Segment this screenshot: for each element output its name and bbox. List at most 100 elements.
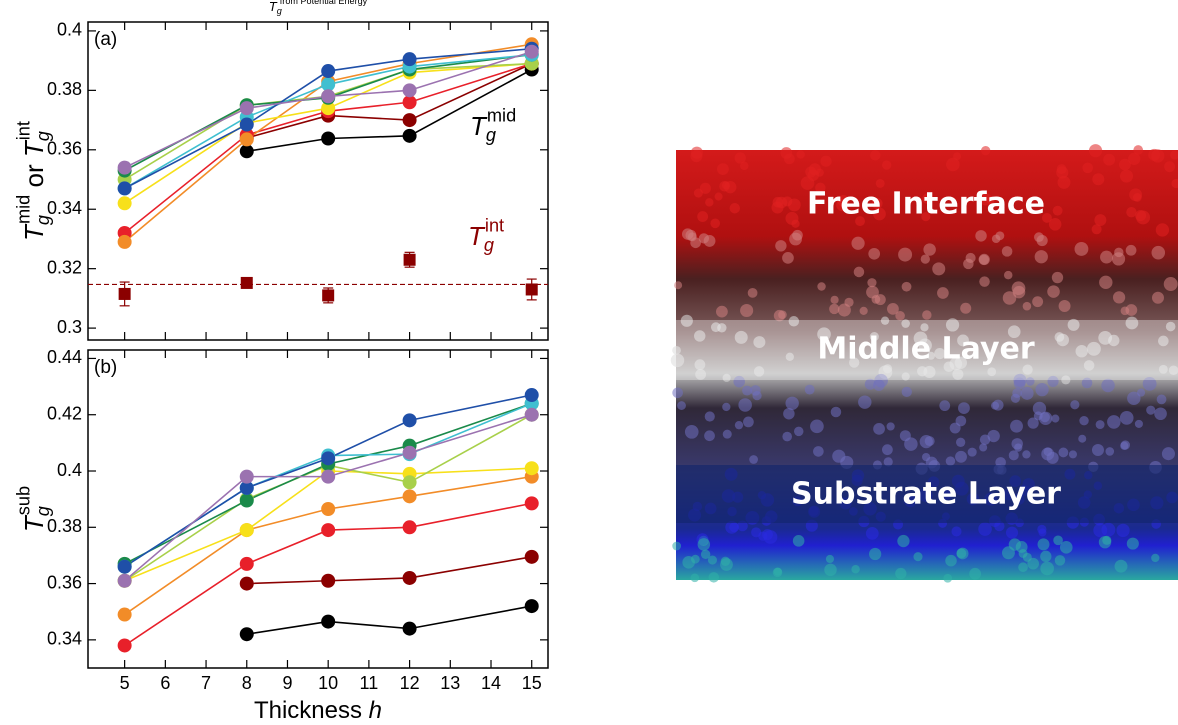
bead bbox=[1006, 527, 1018, 539]
layer-label: Substrate Layer bbox=[791, 477, 1061, 512]
point bbox=[525, 45, 539, 59]
bead bbox=[867, 278, 876, 287]
bead bbox=[1078, 435, 1086, 443]
bead bbox=[946, 456, 955, 465]
point bbox=[525, 388, 539, 402]
point bbox=[118, 181, 132, 195]
point bbox=[525, 550, 539, 564]
bead bbox=[1055, 555, 1066, 566]
bead bbox=[951, 526, 961, 536]
x-tick-label: 8 bbox=[242, 673, 252, 693]
bead bbox=[1058, 176, 1071, 189]
point bbox=[403, 83, 417, 97]
bead bbox=[895, 311, 905, 321]
x-tick-label: 15 bbox=[522, 673, 542, 693]
bead bbox=[831, 296, 839, 304]
bead bbox=[873, 423, 885, 435]
point bbox=[403, 52, 417, 66]
bead bbox=[860, 307, 868, 315]
bead bbox=[710, 219, 720, 229]
point bbox=[403, 129, 417, 143]
bead bbox=[869, 548, 881, 560]
bead bbox=[1120, 411, 1134, 425]
y-tick-label: 0.38 bbox=[47, 516, 82, 536]
x-tick-label: 13 bbox=[440, 673, 460, 693]
bead bbox=[923, 243, 935, 255]
bead bbox=[820, 156, 831, 167]
bead bbox=[975, 230, 986, 241]
bead bbox=[826, 555, 834, 563]
bead bbox=[1060, 541, 1073, 554]
bead bbox=[690, 573, 699, 582]
bead bbox=[956, 438, 965, 447]
x-tick-label: 6 bbox=[160, 673, 170, 693]
point bbox=[241, 277, 253, 289]
bead bbox=[1041, 448, 1054, 461]
bead bbox=[1089, 144, 1102, 157]
bead bbox=[1082, 163, 1093, 174]
bead bbox=[717, 163, 729, 175]
bead bbox=[699, 233, 709, 243]
bead bbox=[1047, 285, 1060, 298]
y-tick-label: 0.44 bbox=[47, 347, 82, 367]
point bbox=[118, 608, 132, 622]
point bbox=[403, 571, 417, 585]
bead bbox=[1164, 277, 1178, 291]
label-part: g bbox=[484, 235, 494, 255]
point bbox=[321, 470, 335, 484]
point bbox=[118, 196, 132, 210]
bead bbox=[1002, 546, 1015, 559]
bead bbox=[1096, 420, 1105, 429]
bead bbox=[1156, 223, 1169, 236]
annotation: Tgmid bbox=[470, 105, 516, 145]
point bbox=[403, 489, 417, 503]
bead bbox=[709, 572, 719, 582]
bead bbox=[1004, 271, 1012, 279]
label-part: g bbox=[277, 6, 282, 16]
bead bbox=[1035, 383, 1048, 396]
bead bbox=[805, 167, 816, 178]
bead bbox=[932, 262, 945, 275]
y-axis-label: Tgmid or Tgint bbox=[13, 121, 53, 241]
bead bbox=[897, 535, 909, 547]
bead bbox=[694, 188, 703, 197]
bead bbox=[705, 198, 713, 206]
bead bbox=[1038, 529, 1046, 537]
bead bbox=[1012, 281, 1026, 295]
bead bbox=[783, 408, 794, 419]
bead bbox=[1164, 161, 1175, 172]
bead bbox=[1094, 214, 1106, 226]
bead bbox=[810, 419, 824, 433]
bead bbox=[937, 287, 949, 299]
bead bbox=[674, 281, 682, 289]
bead bbox=[1112, 252, 1125, 265]
bead bbox=[719, 181, 730, 192]
point bbox=[240, 627, 254, 641]
bead bbox=[1053, 206, 1063, 216]
bead bbox=[851, 565, 859, 573]
bead bbox=[672, 542, 681, 551]
bead bbox=[715, 193, 723, 201]
annotation: Tgint bbox=[468, 215, 504, 255]
bead bbox=[705, 411, 715, 421]
bead bbox=[720, 558, 733, 571]
bead bbox=[751, 527, 761, 537]
point bbox=[525, 496, 539, 510]
x-axis-label: Thickness h bbox=[254, 697, 382, 724]
bead bbox=[1162, 447, 1175, 460]
bead bbox=[1103, 154, 1115, 166]
bead bbox=[1113, 291, 1125, 303]
bead bbox=[813, 446, 824, 457]
bead bbox=[991, 402, 999, 410]
bead bbox=[1002, 246, 1013, 257]
bead bbox=[1075, 242, 1089, 256]
bead bbox=[1038, 538, 1050, 550]
y-axis-label: Tgsub bbox=[13, 486, 53, 532]
bead bbox=[1052, 272, 1063, 283]
x-tick-label: 14 bbox=[481, 673, 501, 693]
bead bbox=[1034, 411, 1043, 420]
point bbox=[321, 132, 335, 146]
bead bbox=[1034, 232, 1044, 242]
bead bbox=[969, 568, 981, 580]
bead bbox=[785, 397, 798, 410]
